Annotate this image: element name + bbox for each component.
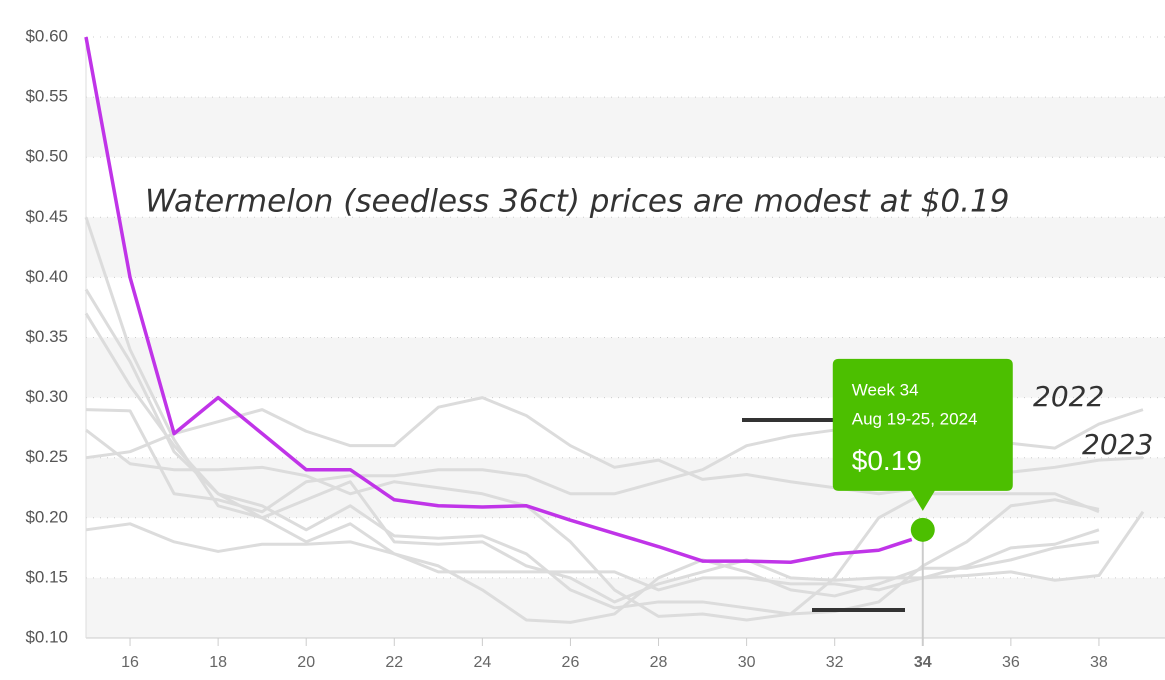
x-tick-label: 30 (738, 654, 756, 671)
band (86, 97, 1165, 158)
series-line (84, 288, 1100, 616)
x-tick-label: 16 (121, 654, 139, 671)
x-tick-label: 28 (650, 654, 668, 671)
x-tick-label: 36 (1002, 654, 1020, 671)
y-tick-label: $0.10 (25, 627, 68, 646)
y-tick-label: $0.40 (25, 267, 68, 286)
x-tick-label: 34 (914, 654, 932, 671)
y-tick-label: $0.60 (25, 26, 68, 45)
y-tick-label: $0.35 (25, 327, 68, 346)
tooltip-title: Week 34 (852, 380, 919, 399)
series-line (84, 216, 1100, 604)
y-tick-label: $0.55 (25, 87, 68, 106)
band (86, 217, 1165, 278)
series-line (84, 312, 1100, 624)
x-tick-label: 32 (826, 654, 844, 671)
y-tick-label: $0.30 (25, 387, 68, 406)
x-tick-label: 26 (562, 654, 580, 671)
y-tick-label: $0.20 (25, 507, 68, 526)
x-tick-label: 18 (209, 654, 227, 671)
x-tick-label: 24 (473, 654, 491, 671)
annotation: 2023 (1082, 428, 1153, 461)
chart-title: Watermelon (seedless 36ct) prices are mo… (145, 184, 1009, 220)
x-tick-label: 22 (385, 654, 403, 671)
series-line (85, 510, 1145, 592)
series-line (84, 36, 913, 565)
annotation: 2022 (1033, 380, 1104, 413)
tooltip-subtitle: Aug 19-25, 2024 (852, 409, 978, 428)
y-tick-label: $0.25 (25, 447, 68, 466)
y-tick-label: $0.50 (25, 147, 68, 166)
highlight-point (910, 517, 935, 542)
grid: $0.10 $0.15 $0.20 $0.25 $0.30 $0.35 $0.40 $0.45… (25, 26, 1165, 671)
x-tick-label: 38 (1090, 654, 1108, 671)
tooltip-box (832, 358, 1013, 511)
tooltip: Week 34 Aug 19-25, 2024 $0.19 (832, 358, 1013, 646)
y-tick-label: $0.45 (25, 207, 68, 226)
y-tick-label: $0.15 (25, 567, 68, 586)
x-tick-label: 20 (297, 654, 315, 671)
tooltip-value: $0.19 (852, 445, 922, 476)
